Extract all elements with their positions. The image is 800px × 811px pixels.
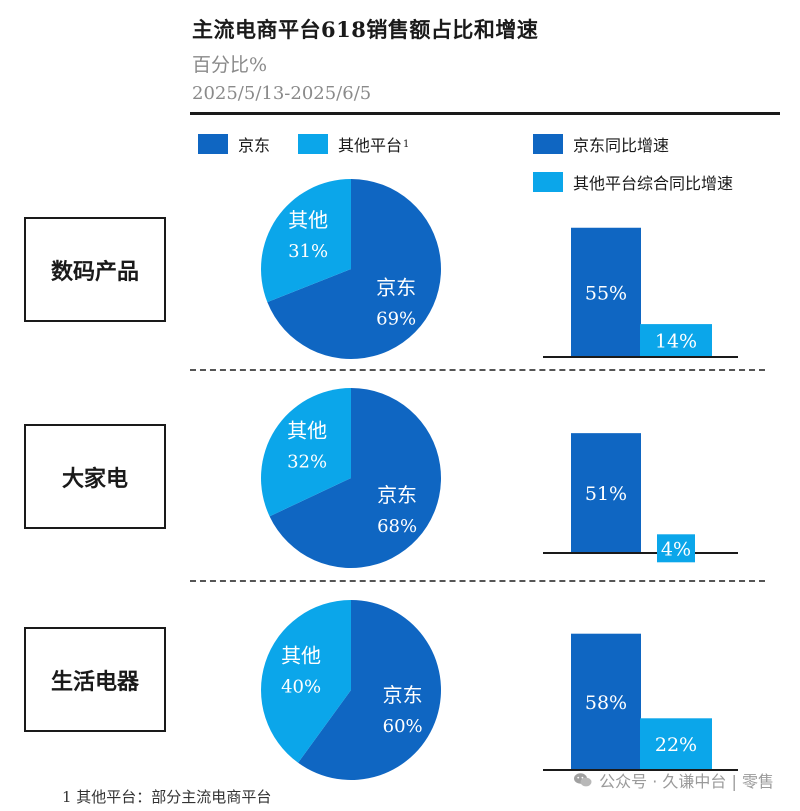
bar-jd-growth: [571, 633, 641, 770]
bar-label-jd-growth: 51%: [585, 483, 627, 505]
pie-label-other: 其他: [281, 643, 321, 667]
pie-value-jd: 60%: [383, 716, 423, 737]
bar-label-other-growth: 14%: [655, 331, 697, 353]
pie-slice-jd: [269, 388, 442, 569]
pie-label-jd: 京东: [376, 275, 416, 299]
bar-label-jd-growth: 58%: [585, 692, 627, 714]
legend-swatch-jd: [198, 134, 228, 154]
legend-item-jd-growth: 京东同比增速: [533, 132, 669, 156]
legend-item-jd: 京东: [198, 132, 270, 156]
pie-slice-other: [261, 179, 351, 303]
wechat-icon: [574, 773, 592, 787]
bar-other-growth: [640, 718, 712, 770]
title-rule: [190, 112, 780, 115]
watermark: 公众号 · 久谦中台 | 零售: [573, 768, 774, 792]
legend-label-other-growth: 其他平台综合同比增速: [573, 174, 734, 193]
pie-slice-other: [261, 600, 351, 763]
pie-label-jd: 京东: [377, 483, 417, 507]
row-separator: [190, 580, 765, 582]
category-box-digital: 数码产品: [24, 217, 166, 322]
category-box-small-appliance: 生活电器: [24, 627, 166, 732]
legend-swatch-other: [298, 134, 328, 154]
category-box-appliance: 大家电: [24, 424, 166, 529]
bar-other-growth: [640, 324, 712, 357]
chart-subtitle: 百分比%: [192, 54, 268, 76]
bar-label-other-growth: 22%: [655, 734, 697, 756]
pie-value-other: 32%: [287, 452, 327, 473]
bar-jd-growth: [571, 227, 641, 357]
pie-label-other: 其他: [288, 208, 328, 232]
pie-value-jd: 68%: [377, 516, 417, 537]
watermark-text: 公众号 · 久谦中台 | 零售: [599, 772, 774, 791]
pie-slice-other: [261, 388, 351, 517]
bar-jd-growth: [571, 433, 641, 553]
pie-value-other: 40%: [281, 676, 321, 697]
legend-item-other: 其他平台 1: [298, 132, 409, 156]
chart-title: 主流电商平台618销售额占比和增速: [192, 17, 539, 42]
row-separator: [190, 369, 765, 371]
bar-label-jd-growth: 55%: [585, 282, 627, 304]
pie-label-jd: 京东: [383, 683, 423, 707]
pie-slice-jd: [267, 179, 442, 359]
legend-footnote-marker: 1: [403, 138, 410, 150]
pie-slice-jd: [298, 600, 442, 780]
legend-item-other-growth: 其他平台综合同比增速: [533, 170, 733, 194]
date-range: 2025/5/13-2025/6/5: [192, 83, 372, 104]
pie-label-other: 其他: [287, 419, 327, 443]
pie-value-jd: 69%: [376, 308, 416, 329]
footnote: 1 其他平台：部分主流电商平台: [62, 788, 272, 806]
legend-swatch-other-growth: [533, 172, 563, 192]
pie-value-other: 31%: [288, 241, 328, 262]
bar-label-box: [657, 534, 695, 563]
legend-label-other: 其他平台: [338, 136, 403, 155]
legend-swatch-jd-growth: [533, 134, 563, 154]
legend-label-jd: 京东: [238, 136, 271, 155]
bar-label-other-growth: 4%: [661, 538, 691, 560]
legend-label-jd-growth: 京东同比增速: [573, 136, 670, 155]
